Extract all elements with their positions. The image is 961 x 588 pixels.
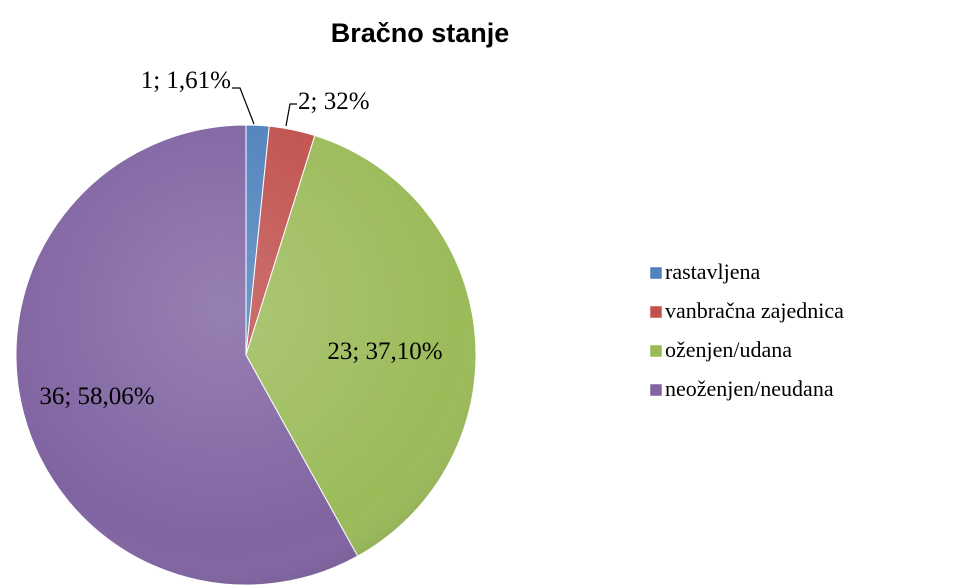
data-label: 2; 32% — [298, 88, 370, 115]
data-label: 36; 58,06% — [39, 383, 154, 410]
legend-label: vanbračna zajednica — [665, 298, 844, 323]
legend-label: oženjen/udana — [665, 337, 792, 362]
leader-line — [232, 87, 255, 125]
chart-title: Bračno stanje — [331, 18, 510, 48]
legend-marker — [649, 344, 663, 358]
leader-line — [285, 103, 297, 127]
legend-marker — [649, 305, 663, 319]
data-label: 1; 1,61% — [141, 67, 231, 94]
legend-marker — [649, 383, 663, 397]
data-label: 23; 37,10% — [327, 338, 442, 365]
legend-label: neoženjen/neudana — [665, 376, 834, 401]
legend-marker — [649, 266, 663, 280]
legend-label: rastavljena — [665, 259, 761, 284]
